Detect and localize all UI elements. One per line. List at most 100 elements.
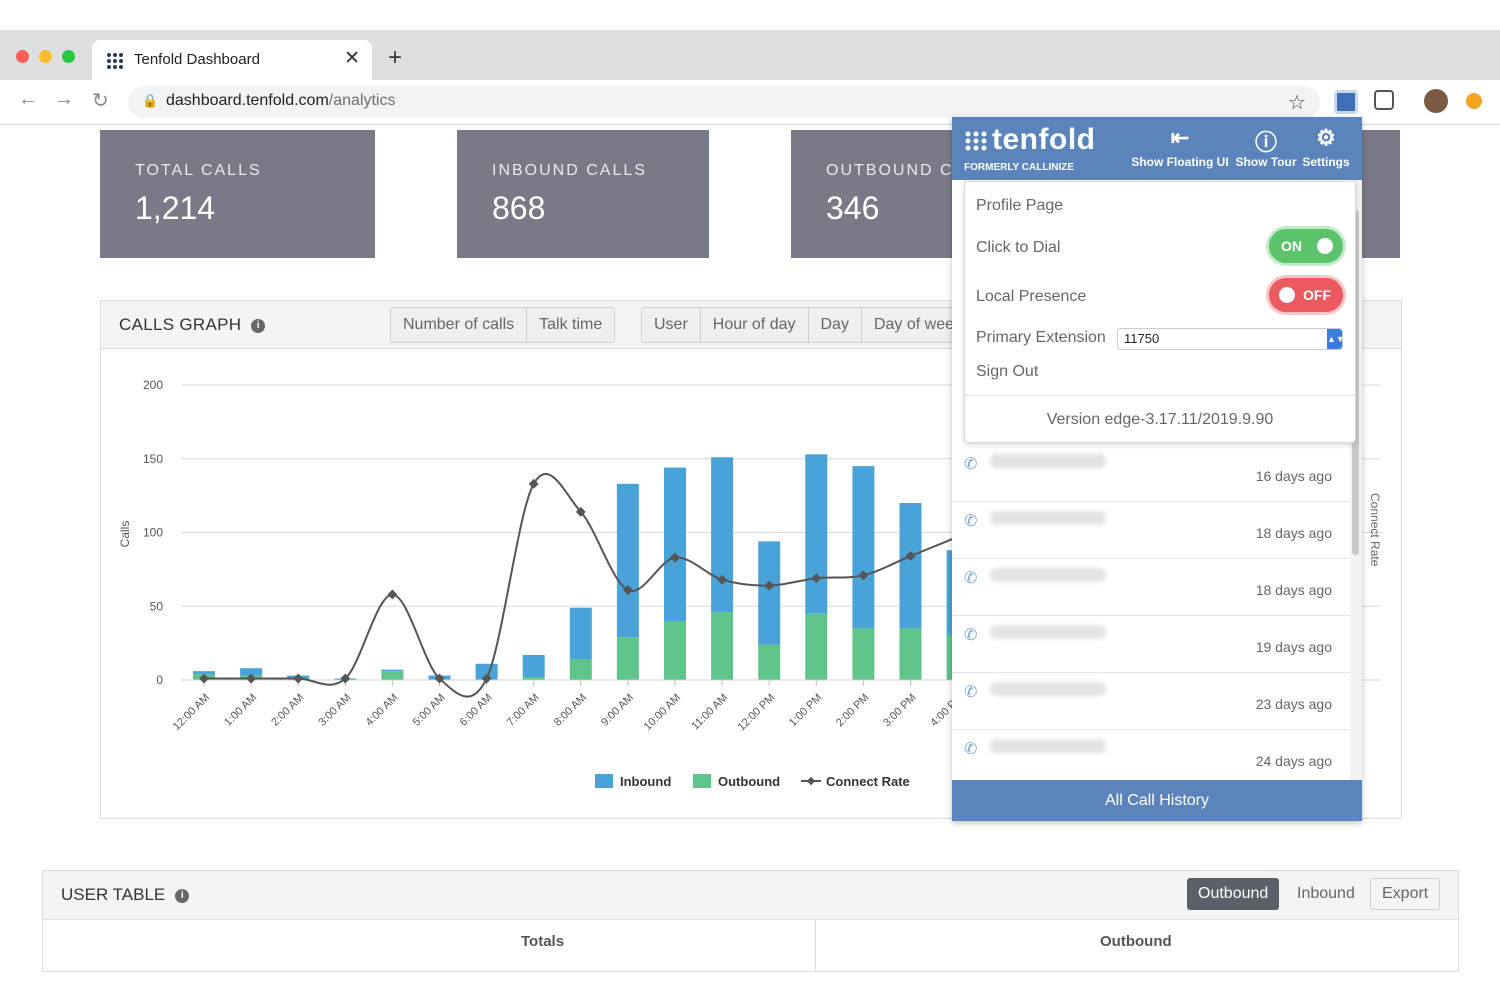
x-tick-label: 12:00 PM [736, 692, 778, 734]
info-icon[interactable]: i [251, 318, 266, 333]
sign-out-link[interactable]: Sign Out [976, 363, 1039, 380]
phone-icon: ✆ [964, 456, 978, 473]
grouping-toggle: User Hour of day Day Day of wee [641, 307, 967, 343]
call-history-row[interactable]: ✆ 16 days ago [952, 444, 1350, 502]
settings-button[interactable]: ⚙ Settings [1300, 125, 1352, 169]
talk-time-button[interactable]: Talk time [539, 316, 603, 333]
update-badge-icon[interactable] [1466, 93, 1482, 109]
stat-label: OUTBOUND CA [826, 162, 967, 179]
stat-value: 346 [826, 190, 880, 226]
export-button[interactable]: Export [1370, 878, 1441, 910]
new-tab-button[interactable]: + [388, 44, 403, 71]
bar-inbound [805, 454, 828, 614]
address-bar[interactable]: 🔒 dashboard.tenfold.com/analytics [128, 86, 1320, 118]
stat-value: 1,214 [135, 190, 216, 226]
outbound-filter-button[interactable]: Outbound [1187, 878, 1280, 910]
connect-rate-point [905, 551, 916, 562]
bar-inbound [616, 483, 639, 638]
legend-label: Connect Rate [826, 774, 910, 789]
show-tour-button[interactable]: ⓘ Show Tour [1234, 125, 1298, 169]
tenfold-extension-popup: tenfold FORMERLY CALLINIZE ⇤ Show Floatin… [952, 117, 1362, 821]
connect-rate-point [670, 552, 680, 563]
close-tab-icon[interactable]: ✕ [344, 48, 360, 69]
bookmark-star-icon[interactable]: ☆ [1288, 92, 1306, 114]
group-day-of-week-button[interactable]: Day of wee [873, 316, 954, 333]
url-text: dashboard.tenfold.com/analytics [166, 92, 396, 109]
phone-icon: ✆ [964, 627, 978, 644]
column-divider [815, 919, 816, 971]
primary-extension-label: Primary Extension [976, 329, 1106, 346]
forward-arrow-icon[interactable]: → [54, 88, 74, 110]
info-icon[interactable]: i [175, 888, 190, 903]
call-history-row[interactable]: ✆ 18 days ago [952, 558, 1350, 616]
user-table-column-headers: Totals Outbound [43, 919, 1458, 971]
bar-inbound [240, 668, 263, 676]
back-arrow-icon[interactable]: ← [18, 88, 38, 110]
connect-rate-point [858, 570, 869, 581]
close-window-button[interactable] [16, 50, 29, 63]
primary-extension-select[interactable]: 11750 ▲▼ [1117, 328, 1345, 350]
phone-icon: ✆ [964, 684, 978, 701]
x-tick-label: 5:00 AM [411, 692, 448, 729]
browser-tab[interactable]: Tenfold Dashboard ✕ [92, 40, 372, 80]
user-table-header: USER TABLE i Outbound Inbound Export [43, 871, 1458, 920]
connect-rate-point [811, 573, 822, 584]
tenfold-extension-icon[interactable] [1334, 90, 1358, 114]
x-tick-label: 2:00 PM [834, 692, 871, 729]
call-history-row[interactable]: ✆ 19 days ago [952, 615, 1350, 673]
inbound-filter-button[interactable]: Inbound [1297, 885, 1355, 902]
bar-outbound [805, 613, 828, 680]
redacted-number [990, 511, 1106, 525]
x-tick-label: 12:00 AM [171, 692, 212, 733]
reload-icon[interactable]: ↻ [92, 90, 109, 112]
call-time: 18 days ago [1255, 525, 1332, 541]
bar-inbound [475, 663, 498, 680]
bar-inbound [758, 541, 781, 645]
local-presence-label: Local Presence [976, 288, 1087, 305]
tenfold-logo: tenfold [964, 123, 1095, 157]
all-call-history-button[interactable]: All Call History [952, 780, 1362, 821]
bar-outbound [711, 612, 734, 680]
minimize-window-button[interactable] [39, 50, 52, 63]
column-header-outbound: Outbound [1100, 933, 1172, 950]
phone-icon: ✆ [964, 513, 978, 530]
profile-page-link[interactable]: Profile Page [976, 197, 1064, 214]
call-history-row[interactable]: ✆ 18 days ago [952, 501, 1350, 559]
info-circle-icon: ⓘ [1254, 130, 1277, 155]
group-user-button[interactable]: User [642, 308, 701, 342]
redacted-number [990, 682, 1106, 696]
user-table-title: USER TABLE i [61, 885, 190, 905]
avatar[interactable] [1424, 89, 1448, 113]
call-history-row[interactable]: ✆ 24 days ago [952, 729, 1350, 786]
redacted-number [990, 625, 1106, 639]
gear-icon: ⚙ [1316, 125, 1336, 150]
shield-extension-icon[interactable] [1374, 90, 1394, 110]
bar-inbound [193, 671, 215, 675]
bar-outbound [569, 659, 592, 680]
call-history-row[interactable]: ✆ 23 days ago [952, 672, 1350, 730]
x-tick-label: 8:00 AM [552, 692, 589, 729]
connect-rate-point [434, 673, 445, 684]
x-tick-label: 7:00 AM [505, 692, 542, 729]
floating-ui-icon: ⇤ [1170, 125, 1190, 150]
stat-label: TOTAL CALLS [135, 162, 262, 179]
number-of-calls-button[interactable]: Number of calls [391, 308, 528, 342]
bar-inbound [381, 669, 404, 672]
call-time: 19 days ago [1255, 639, 1332, 655]
calls-graph-title: CALLS GRAPH i [119, 315, 266, 335]
x-tick-label: 1:00 PM [787, 692, 824, 729]
x-tick-label: 2:00 AM [269, 692, 306, 729]
x-tick-label: 6:00 AM [458, 692, 495, 729]
click-to-dial-toggle[interactable]: ON [1269, 229, 1343, 263]
local-presence-toggle[interactable]: OFF [1269, 278, 1343, 312]
zoom-window-button[interactable] [62, 50, 75, 63]
legend-swatch-marker [806, 776, 816, 786]
call-time: 16 days ago [1255, 468, 1332, 484]
show-floating-ui-button[interactable]: ⇤ Show Floating UI [1131, 125, 1229, 169]
column-header-totals: Totals [521, 933, 565, 950]
bar-outbound [664, 621, 686, 680]
y-tick-label: 200 [143, 378, 163, 392]
connect-rate-point [246, 673, 257, 684]
group-day-button[interactable]: Day [809, 308, 862, 342]
group-hour-of-day-button[interactable]: Hour of day [701, 308, 809, 342]
